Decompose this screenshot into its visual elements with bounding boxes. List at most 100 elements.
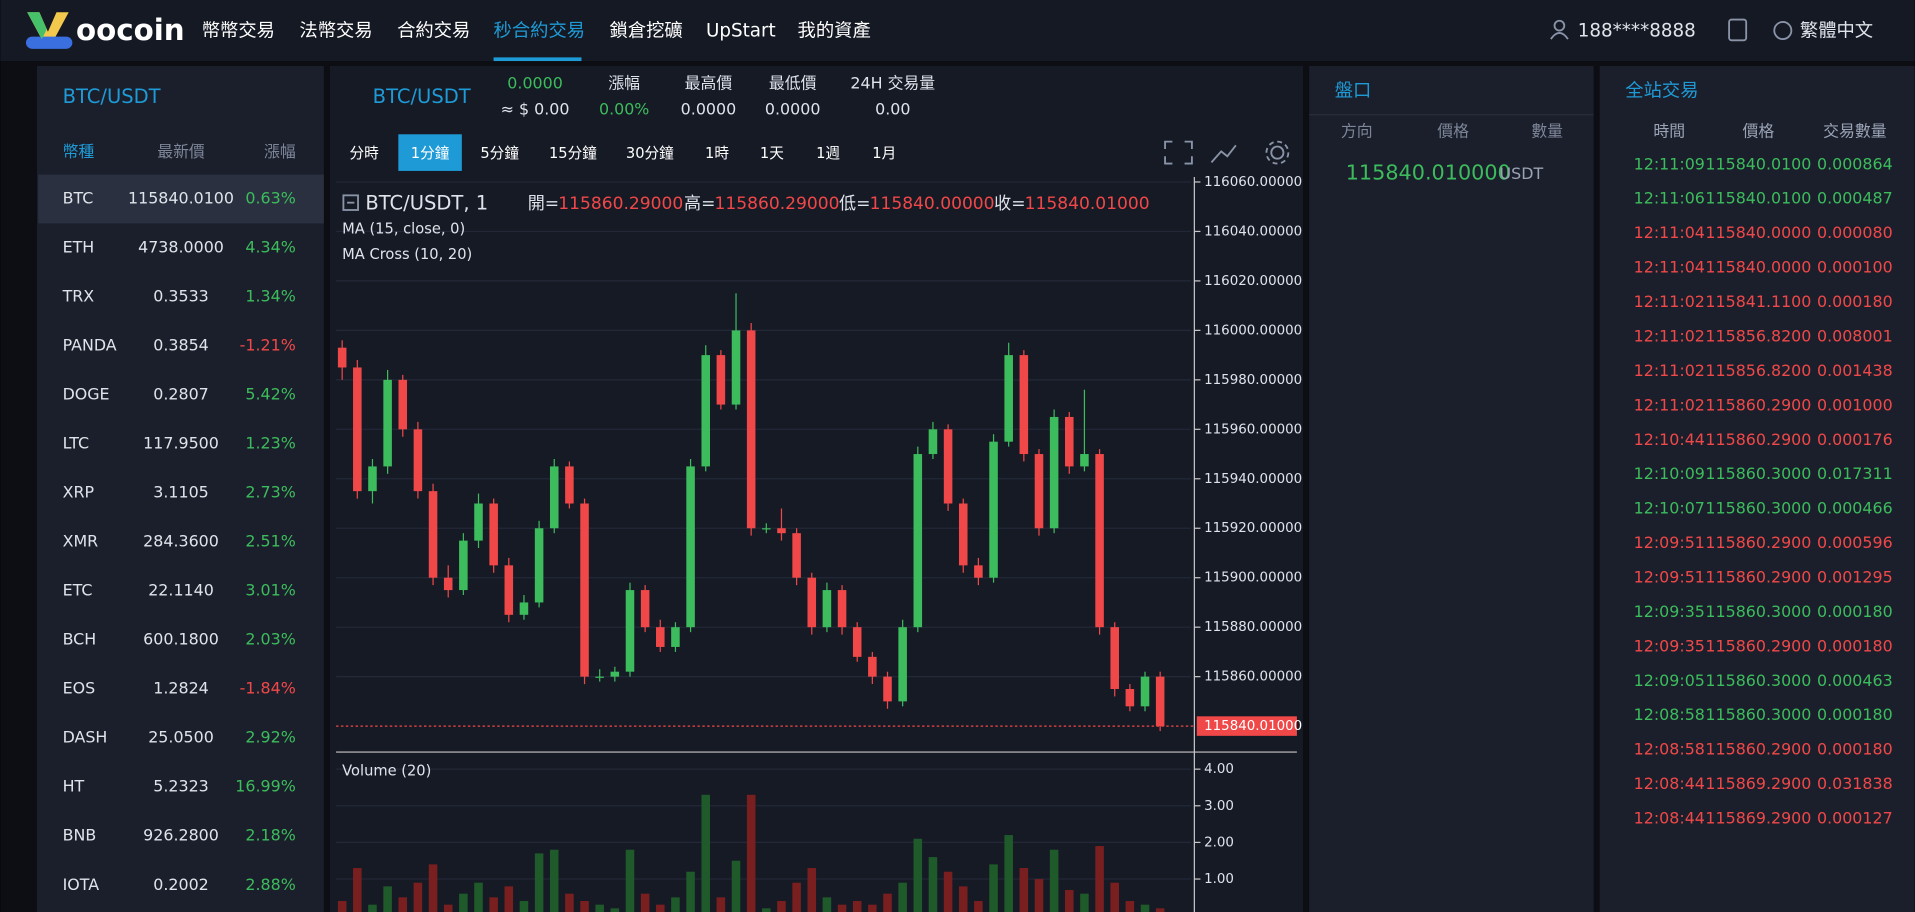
user[interactable]: 188****8888	[1578, 21, 1696, 42]
nav-item[interactable]: 鎖倉挖礦	[610, 21, 683, 42]
last-price: 0.3533	[153, 287, 209, 306]
ohlc-label: 低=	[839, 194, 870, 214]
volume-bar	[883, 893, 892, 912]
volume-bar	[807, 868, 817, 912]
trades-panel	[1599, 65, 1915, 912]
symbol[interactable]: EOS	[63, 679, 96, 698]
ohlc-value: 115860.29000	[558, 194, 683, 214]
trade-price: 115860.3000	[1705, 671, 1811, 690]
interval[interactable]: 15分鐘	[549, 145, 597, 162]
symbol[interactable]: BNB	[63, 826, 97, 845]
interval[interactable]: 30分鐘	[626, 145, 674, 162]
candle-body	[1140, 676, 1150, 707]
symbol[interactable]: ETH	[63, 238, 95, 257]
interval[interactable]: 5分鐘	[480, 145, 519, 162]
symbol[interactable]: TRX	[62, 287, 95, 306]
candle-body	[807, 577, 817, 628]
trade-amount: 0.000127	[1817, 808, 1893, 827]
symbol[interactable]: DOGE	[63, 385, 110, 404]
change: 1.34%	[245, 287, 295, 306]
volume-bar	[686, 871, 695, 912]
logo[interactable]: oocoin	[76, 13, 185, 47]
trade-amount: 0.000180	[1817, 740, 1893, 759]
symbol[interactable]: LTC	[63, 434, 89, 453]
volume-bar	[777, 901, 786, 912]
interval[interactable]: 分時	[350, 145, 380, 162]
trade-time: 12:08:58	[1634, 740, 1705, 759]
volume-bar	[989, 864, 998, 912]
candle-body	[1080, 454, 1089, 467]
nav-item[interactable]: 幣幣交易	[202, 21, 275, 42]
candle-body	[656, 627, 665, 647]
candle-body	[443, 577, 453, 591]
interval[interactable]: 1月	[872, 145, 896, 162]
y-tick-label: 116000.00000	[1204, 323, 1302, 338]
volume-bar	[1110, 882, 1119, 912]
candle-body	[731, 330, 741, 405]
nav-item[interactable]: 我的資產	[798, 21, 871, 42]
candle-body	[974, 565, 983, 578]
change: 2.88%	[245, 875, 295, 894]
symbol[interactable]: XRP	[63, 483, 95, 502]
volume-bar	[489, 897, 498, 912]
candle-body	[716, 355, 726, 405]
nav-item[interactable]: 法幣交易	[299, 21, 372, 42]
trade-price: 115860.3000	[1705, 602, 1811, 621]
stat-value: 0.00%	[599, 99, 649, 118]
trade-amount: 0.017311	[1817, 464, 1893, 483]
trade-price: 115860.2900	[1705, 636, 1811, 655]
nav-item[interactable]: UpStart	[706, 21, 776, 42]
column-header: 方向	[1341, 121, 1373, 140]
volume-bar	[580, 901, 589, 912]
y-tick-label: 2.00	[1204, 835, 1234, 850]
last-price: 0.2807	[153, 385, 209, 404]
volume-bar	[1065, 890, 1074, 912]
language[interactable]: 繁體中文	[1800, 21, 1873, 42]
symbol[interactable]: DASH	[63, 728, 108, 747]
symbol[interactable]: IOTA	[63, 875, 100, 894]
trades-title: 全站交易	[1625, 81, 1698, 102]
symbol[interactable]: XMR	[63, 532, 99, 551]
ohlc-label: 開=	[528, 194, 559, 214]
symbol[interactable]: HT	[63, 777, 85, 796]
y-tick-label: 115940.00000	[1204, 472, 1302, 487]
trade-price: 115840.0000	[1705, 258, 1811, 277]
change: 1.23%	[245, 434, 295, 453]
symbol[interactable]: PANDA	[63, 336, 117, 355]
volume-bar	[1004, 835, 1013, 912]
last-price: 115840.0100	[128, 189, 234, 208]
trade-time: 12:11:04	[1634, 223, 1705, 242]
y-tick-label: 115960.00000	[1204, 422, 1302, 437]
study-label: MA Cross (10, 20)	[342, 246, 472, 263]
symbol[interactable]: ETC	[63, 581, 93, 600]
interval[interactable]: 1天	[760, 145, 784, 162]
volume-bar	[504, 886, 514, 912]
interval[interactable]: 1分鐘	[411, 145, 450, 162]
symbol[interactable]: BTC	[63, 189, 94, 208]
nav-underline	[493, 57, 582, 62]
column-header: 漲幅	[264, 142, 296, 161]
volume-title: Volume (20)	[342, 763, 431, 780]
trade-time: 12:09:51	[1634, 533, 1705, 552]
trade-time: 12:11:02	[1634, 361, 1705, 380]
y-tick-label: 115920.00000	[1204, 521, 1302, 536]
candle-body	[1125, 689, 1135, 707]
column-header: 價格	[1437, 121, 1469, 140]
candle-body	[1065, 416, 1074, 467]
interval[interactable]: 1時	[705, 145, 729, 162]
last-price: 600.1800	[143, 630, 219, 649]
trade-price: 115840.0100	[1705, 154, 1811, 173]
candle-body	[989, 441, 998, 578]
volume-bar	[822, 897, 832, 912]
trade-price: 115840.0000	[1705, 223, 1811, 242]
nav-item[interactable]: 秒合約交易	[494, 21, 586, 42]
active-interval	[398, 134, 462, 171]
volume-bar	[595, 904, 604, 912]
trade-time: 12:08:58	[1634, 705, 1705, 724]
ohlc-label: 高=	[684, 194, 715, 214]
last-price: 117.9500	[143, 434, 219, 453]
interval[interactable]: 1週	[816, 145, 840, 162]
symbol[interactable]: BCH	[63, 630, 97, 649]
nav-item[interactable]: 合約交易	[397, 21, 470, 42]
